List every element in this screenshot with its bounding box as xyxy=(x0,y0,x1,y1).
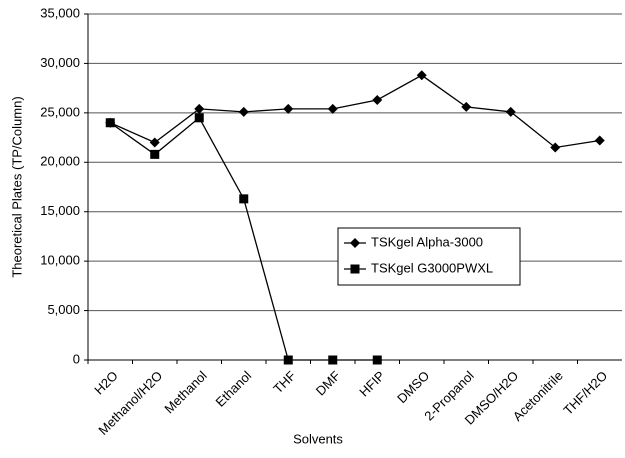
marker xyxy=(372,95,383,106)
marker xyxy=(239,194,249,204)
marker xyxy=(416,70,427,81)
y-tick-label: 25,000 xyxy=(40,104,80,119)
legend-label: TSKgel Alpha-3000 xyxy=(371,234,483,249)
legend-box xyxy=(337,227,521,286)
y-tick-label: 20,000 xyxy=(40,154,80,169)
marker xyxy=(505,106,516,117)
marker xyxy=(350,264,360,274)
marker xyxy=(461,101,472,112)
y-tick-label: 15,000 xyxy=(40,203,80,218)
marker xyxy=(328,355,338,365)
x-tick-label: DMF xyxy=(313,368,344,399)
marker xyxy=(150,149,160,159)
legend-label: TSKgel G3000PWXL xyxy=(371,260,493,275)
marker xyxy=(149,137,160,148)
x-axis-title: Solvents xyxy=(293,431,343,446)
x-tick-label: DMSO xyxy=(394,368,432,406)
marker xyxy=(283,103,294,114)
x-tick-label: HFIP xyxy=(356,368,388,400)
marker xyxy=(350,238,360,248)
marker xyxy=(283,355,293,365)
x-tick-label: THF/H2O xyxy=(560,368,610,418)
x-tick-label: Methanol xyxy=(161,368,210,417)
marker xyxy=(327,103,338,114)
x-tick-label: H2O xyxy=(91,368,121,398)
marker xyxy=(594,135,605,146)
x-tick-label: THF xyxy=(270,368,299,397)
marker xyxy=(194,113,204,123)
marker xyxy=(372,355,382,365)
marker xyxy=(105,118,115,128)
x-tick-label: Ethanol xyxy=(213,368,255,410)
y-tick-label: 10,000 xyxy=(40,253,80,268)
series-line xyxy=(109,74,600,149)
y-tick-label: 35,000 xyxy=(40,5,80,20)
marker xyxy=(238,106,249,117)
y-tick-label: 0 xyxy=(73,351,80,366)
marker xyxy=(550,142,561,153)
y-tick-label: 5,000 xyxy=(47,302,80,317)
y-tick-label: 30,000 xyxy=(40,55,80,70)
marker xyxy=(194,103,205,114)
y-axis-title: Theoretical Plates (TP/Column) xyxy=(9,96,24,277)
